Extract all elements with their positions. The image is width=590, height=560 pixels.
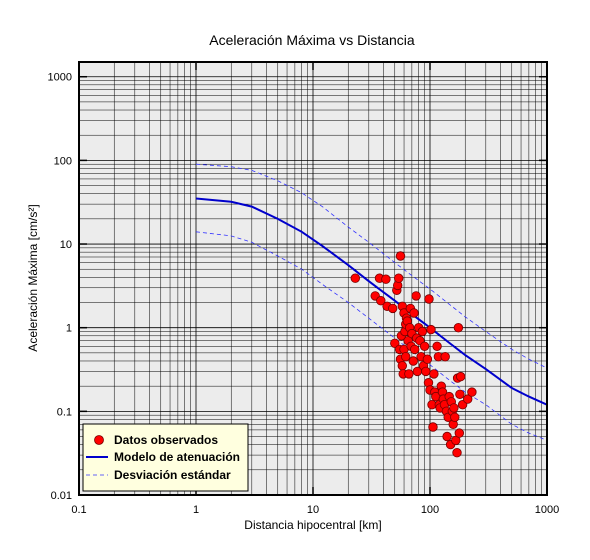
data-point <box>404 369 414 379</box>
data-point <box>442 431 452 442</box>
legend-label-observed: Datos observados <box>114 433 218 447</box>
data-point <box>394 273 404 283</box>
data-point <box>376 296 386 306</box>
x-tick-label: 10 <box>307 504 319 516</box>
tick-labels: 0.1 1 10 100 1000 0.01 0.1 1 10 100 1000 <box>48 72 560 516</box>
data-point <box>456 371 466 382</box>
data-point <box>463 394 473 404</box>
data-point <box>429 369 439 379</box>
y-axis-label: Aceleración Máxima [cm/s²] <box>26 204 40 351</box>
x-tick-label: 1000 <box>535 504 559 516</box>
y-tick-label: 10 <box>60 239 72 251</box>
data-point <box>401 352 411 362</box>
data-point <box>410 344 420 355</box>
data-point <box>424 294 434 304</box>
stddev-line <box>195 231 547 441</box>
legend-label-stddev: Desviación estándar <box>114 468 231 482</box>
data-point <box>395 251 406 261</box>
data-point <box>426 324 436 335</box>
data-point <box>388 303 398 314</box>
data-point <box>422 354 433 364</box>
data-point <box>409 308 419 318</box>
axis-ticks <box>78 62 548 496</box>
data-point <box>454 428 465 438</box>
x-tick-label: 100 <box>421 504 439 516</box>
data-point <box>449 403 459 413</box>
data-point <box>432 341 442 352</box>
grid <box>78 62 547 496</box>
data-point <box>417 326 428 337</box>
legend-label-model: Modelo de atenuación <box>114 450 240 464</box>
data-point <box>381 274 391 284</box>
data-point <box>428 422 438 432</box>
data-point <box>453 323 464 333</box>
data-point <box>455 389 465 400</box>
attenuation-model-line <box>195 197 547 406</box>
series-layer <box>195 163 547 458</box>
y-tick-label: 100 <box>54 155 72 167</box>
data-point <box>408 356 419 366</box>
x-axis-label: Distancia hipocentral [km] <box>244 518 381 532</box>
y-tick-label: 0.01 <box>51 490 72 502</box>
data-point <box>467 387 477 397</box>
data-point <box>397 361 408 371</box>
data-point <box>450 412 460 423</box>
data-point <box>440 352 450 362</box>
legend-marker-observed <box>94 435 104 445</box>
data-point <box>452 448 462 458</box>
x-tick-label: 1 <box>193 504 199 516</box>
y-tick-label: 1000 <box>48 72 72 84</box>
data-point <box>419 341 430 352</box>
data-point <box>421 366 431 377</box>
legend: Datos observados Modelo de atenuación De… <box>82 423 249 492</box>
series-lines <box>195 163 547 458</box>
x-tick-label: 0.1 <box>71 504 86 516</box>
stddev-line <box>195 163 547 369</box>
legend-box <box>82 423 249 492</box>
y-tick-label: 0.1 <box>57 406 72 418</box>
chart-title: Aceleración Máxima vs Distancia <box>209 32 415 48</box>
data-point <box>411 291 421 301</box>
data-point <box>350 273 361 283</box>
y-tick-label: 1 <box>66 323 72 335</box>
data-point <box>390 338 400 349</box>
